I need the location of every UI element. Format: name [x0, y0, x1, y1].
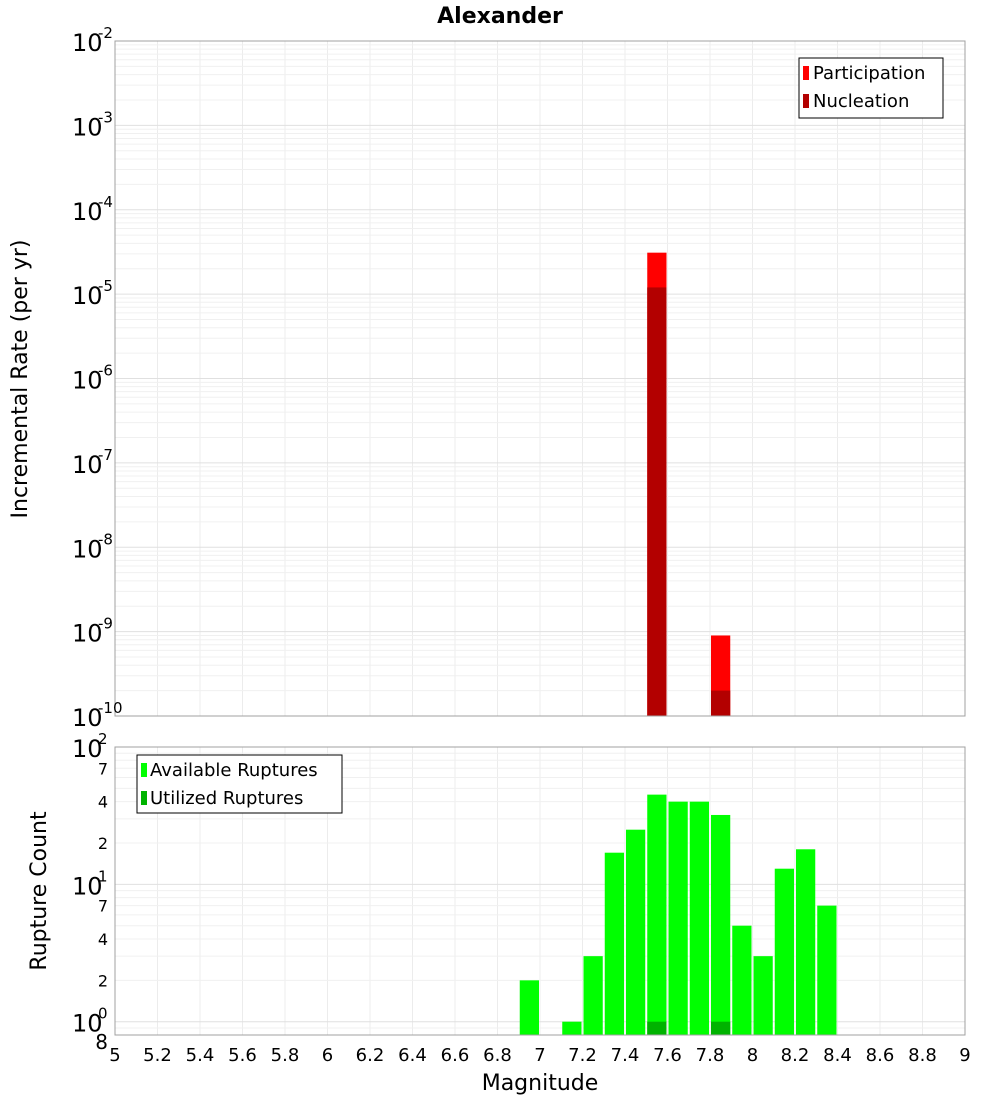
top-y-tick-base: 10: [72, 704, 103, 732]
top-y-tick-exponent: -5: [98, 277, 113, 295]
bottom-y-tick-base: 10: [72, 1010, 103, 1038]
available-ruptures-bar: [562, 1021, 582, 1035]
x-tick-label: 6: [322, 1045, 333, 1066]
chart-title: Alexander: [437, 4, 563, 29]
legend-label-utilized: Utilized Ruptures: [150, 788, 303, 809]
available-ruptures-bar: [817, 905, 837, 1035]
bottom-plot-frame: [114, 746, 966, 1036]
available-ruptures-bar: [753, 956, 773, 1035]
x-tick-label: 7.6: [653, 1045, 682, 1066]
x-tick-label: 6.4: [398, 1045, 427, 1066]
x-tick-label: 5.2: [143, 1045, 172, 1066]
x-tick-label: 6.2: [356, 1045, 385, 1066]
top-y-tick-base: 10: [72, 282, 103, 310]
top-plot-frame: [114, 40, 966, 717]
x-tick-label: 8: [747, 1045, 758, 1066]
top-y-tick-exponent: -2: [98, 24, 113, 42]
top-legend: Participation Nucleation: [798, 57, 944, 119]
bottom-y-tick-exponent: 1: [98, 867, 108, 885]
legend-label-participation: Participation: [813, 63, 925, 84]
available-ruptures-bar: [668, 801, 688, 1035]
top-plot-grid: [114, 41, 966, 717]
x-tick-label: 8.2: [781, 1045, 810, 1066]
top-y-tick-exponent: -8: [98, 530, 113, 548]
bottom-y-tick-label: 4: [98, 793, 108, 812]
top-y-tick-base: 10: [72, 29, 103, 57]
bottom-y-tick-label: 2: [98, 834, 108, 853]
x-tick-label: 5.4: [186, 1045, 215, 1066]
bottom-plot-grid: [114, 747, 966, 1036]
top-y-tick-exponent: -10: [98, 699, 123, 717]
top-legend-box: [798, 57, 944, 119]
bottom-y-tick-exponent: 2: [98, 730, 108, 748]
legend-label-available: Available Ruptures: [150, 760, 318, 781]
x-tick-label: 7: [534, 1045, 545, 1066]
bottom-legend: Available Ruptures Utilized Ruptures: [136, 754, 343, 814]
x-tick-label: 7.8: [696, 1045, 725, 1066]
x-tick-label: 6.8: [483, 1045, 512, 1066]
bottom-y-tick-label: 8: [95, 1030, 108, 1054]
top-y-tick-base: 10: [72, 451, 103, 479]
nucleation-bar: [711, 690, 731, 716]
bottom-plot-bars: [519, 794, 837, 1035]
x-tick-labels: 5 5.2 5.4 5.6 5.8 6 6.2 6.4 6.6 6.8 7 7.2 7.4 7.6 7.8 8…: [109, 1045, 970, 1066]
top-y-tick-base: 10: [72, 620, 103, 648]
bottom-y-tick-base: 10: [72, 872, 103, 900]
x-tick-label: 5: [109, 1045, 120, 1066]
x-tick-label: 7.4: [611, 1045, 640, 1066]
available-ruptures-bar: [647, 794, 667, 1035]
top-y-axis-label: Incremental Rate (per yr): [8, 240, 33, 519]
bottom-y-axis-label: Rupture Count: [27, 811, 52, 971]
top-y-tick-exponent: -9: [98, 615, 113, 633]
x-tick-label: 9: [959, 1045, 970, 1066]
available-ruptures-bar: [796, 849, 816, 1035]
top-y-tick-exponent: -7: [98, 446, 113, 464]
bottom-legend-box: [136, 754, 343, 814]
top-y-tick-exponent: -3: [98, 108, 113, 126]
x-tick-label: 5.6: [228, 1045, 257, 1066]
bottom-y-tick-label: 7: [98, 897, 108, 916]
top-y-tick-base: 10: [72, 367, 103, 395]
x-tick-label: 8.6: [866, 1045, 895, 1066]
bottom-y-tick-label: 4: [98, 930, 108, 949]
available-ruptures-bar: [689, 801, 709, 1035]
x-tick-label: 6.6: [441, 1045, 470, 1066]
available-ruptures-bar: [711, 814, 731, 1035]
available-ruptures-bar: [519, 980, 539, 1035]
top-y-tick-base: 10: [72, 113, 103, 141]
available-ruptures-bar: [732, 925, 752, 1035]
x-tick-label: 7.2: [568, 1045, 597, 1066]
top-y-tick-base: 10: [72, 535, 103, 563]
top-plot-bars: [647, 252, 731, 716]
nucleation-bar: [647, 287, 667, 716]
x-axis-label: Magnitude: [482, 1071, 599, 1096]
legend-label-nucleation: Nucleation: [813, 91, 909, 112]
top-y-tick-exponent: -6: [98, 362, 113, 380]
top-y-tick-exponent: -4: [98, 193, 113, 211]
legend-swatch-utilized: [141, 791, 147, 805]
bottom-y-tick-label: 2: [98, 971, 108, 990]
available-ruptures-bar: [626, 829, 646, 1035]
legend-swatch-available: [141, 763, 147, 777]
legend-swatch-participation: [803, 66, 809, 80]
utilized-ruptures-bar: [711, 1021, 731, 1035]
available-ruptures-bar: [774, 868, 794, 1035]
x-tick-label: 5.8: [271, 1045, 300, 1066]
bottom-y-tick-exponent: 0: [98, 1005, 108, 1023]
available-ruptures-bar: [583, 956, 603, 1035]
x-tick-label: 8.8: [908, 1045, 937, 1066]
bottom-y-tick-label: 7: [98, 759, 108, 778]
x-tick-label: 8.4: [823, 1045, 852, 1066]
available-ruptures-bar: [604, 852, 624, 1035]
utilized-ruptures-bar: [647, 1021, 667, 1035]
bottom-y-tick-base: 10: [72, 735, 103, 763]
top-y-tick-base: 10: [72, 198, 103, 226]
legend-swatch-nucleation: [803, 94, 809, 108]
